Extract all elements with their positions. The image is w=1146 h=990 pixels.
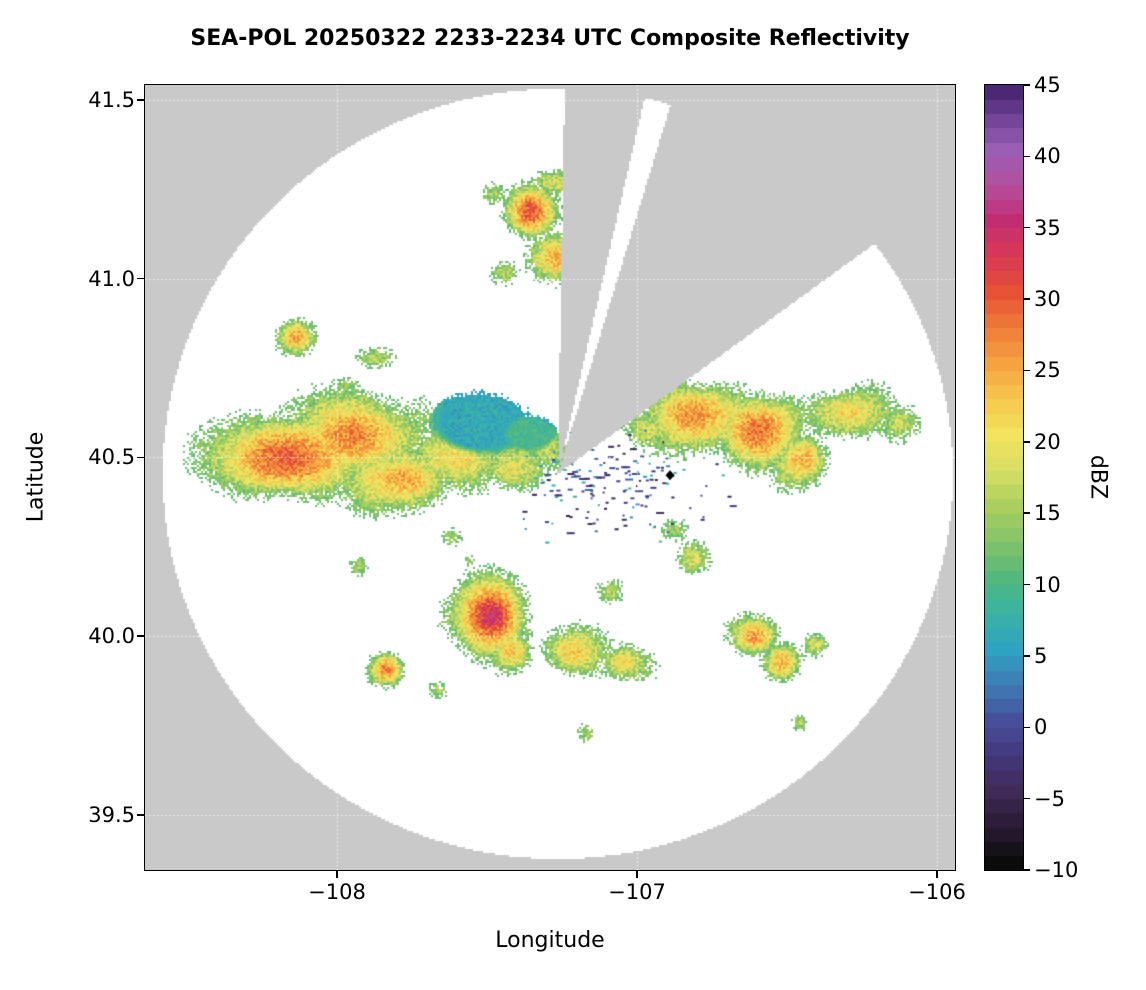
y-tick-mark: [137, 456, 144, 459]
colorbar-tick-mark: [1024, 84, 1030, 86]
x-tick-label: −107: [608, 880, 666, 904]
colorbar-tick-label: 40: [1034, 144, 1061, 169]
chart-title: SEA-POL 20250322 2233-2234 UTC Composite…: [190, 26, 910, 51]
colorbar-tick-label: 15: [1034, 501, 1061, 526]
colorbar-tick-mark: [1024, 797, 1030, 800]
y-tick-label: 40.5: [88, 445, 135, 470]
y-tick-mark: [137, 635, 144, 637]
colorbar-tick-mark: [1024, 583, 1030, 586]
y-tick-label: 41.0: [88, 266, 135, 291]
x-tick-mark: [336, 871, 338, 878]
colorbar-tick-mark: [1024, 655, 1030, 657]
y-tick-label: 40.0: [88, 624, 135, 649]
radar-reflectivity-canvas: [145, 85, 955, 870]
x-tick-label: −106: [908, 880, 966, 904]
x-tick-mark: [636, 871, 638, 878]
colorbar-tick-label: 10: [1034, 572, 1061, 597]
colorbar-tick-mark: [1024, 512, 1030, 514]
y-tick-mark: [137, 99, 144, 101]
colorbar-tick-label: 35: [1034, 215, 1061, 240]
y-tick-label: 41.5: [88, 88, 135, 112]
colorbar-tick-label: 0: [1034, 715, 1048, 740]
colorbar-tick-mark: [1024, 155, 1030, 158]
colorbar-tick-mark: [1024, 726, 1030, 729]
colorbar-tick-mark: [1024, 298, 1030, 300]
colorbar-tick-label: 5: [1034, 643, 1048, 668]
colorbar-tick-label: −5: [1034, 786, 1065, 811]
colorbar-tick-mark: [1024, 441, 1030, 443]
colorbar-label: dBZ: [1085, 454, 1111, 500]
y-tick-mark: [137, 277, 144, 280]
colorbar-tick-mark: [1024, 226, 1030, 229]
x-axis-label: Longitude: [495, 928, 605, 953]
y-tick-mark: [137, 814, 144, 816]
colorbar-canvas: [985, 85, 1023, 870]
colorbar-tick-label: 25: [1034, 358, 1061, 383]
colorbar-tick-label: −10: [1034, 858, 1079, 882]
x-tick-label: −108: [308, 880, 366, 904]
x-tick-mark: [936, 871, 938, 878]
colorbar-tick-mark: [1024, 369, 1030, 372]
y-tick-label: 39.5: [88, 802, 135, 827]
colorbar-tick-mark: [1024, 869, 1030, 871]
colorbar-tick-label: 45: [1034, 73, 1061, 97]
colorbar-tick-label: 30: [1034, 287, 1061, 312]
colorbar-tick-label: 20: [1034, 429, 1061, 454]
